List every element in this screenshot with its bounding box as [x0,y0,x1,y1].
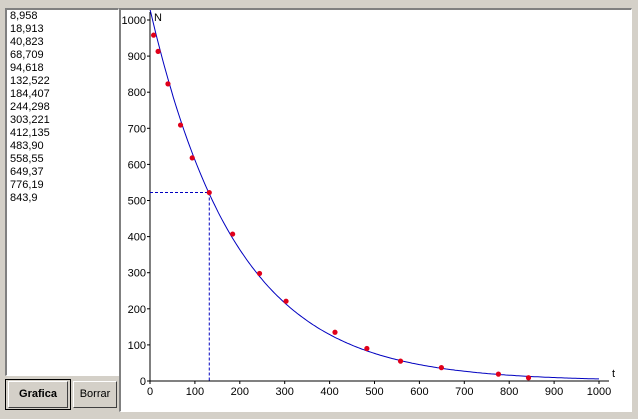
list-item[interactable]: 132,522 [10,75,50,87]
x-tick-label: 900 [545,386,563,398]
x-tick-label: 0 [147,386,153,398]
list-item[interactable]: 303,221 [10,114,50,126]
x-tick-label: 1000 [587,386,611,398]
y-tick-label: 200 [128,304,146,316]
x-tick-label: 400 [320,386,338,398]
data-point [165,81,171,87]
x-tick-label: 700 [455,386,473,398]
y-tick-label: 0 [140,376,146,388]
list-item[interactable]: 483,90 [10,140,44,152]
grafica-button[interactable]: Grafica [8,381,68,408]
data-point [438,365,445,371]
y-tick-label: 600 [128,159,146,171]
list-item[interactable]: 843,9 [10,192,38,204]
y-tick-label: 100 [128,340,146,352]
data-point [495,371,502,377]
default-button-focus-ring [5,379,71,410]
list-item[interactable]: 776,19 [10,179,44,191]
data-listbox[interactable]: 8,958 18,913 40,823 68,709 94,618 132,522 184,… [5,8,119,376]
data-point [189,155,195,161]
borrar-button[interactable]: Borrar [73,381,117,408]
y-tick-label: 400 [128,232,146,244]
x-tick-label: 600 [410,386,428,398]
y-tick-label: 900 [128,51,146,63]
list-item[interactable]: 8,958 [10,10,38,22]
list-item[interactable]: 18,913 [10,23,44,35]
list-item[interactable]: 184,407 [10,88,50,100]
data-point [206,189,212,196]
x-tick-label: 300 [276,386,294,398]
x-tick-label: 100 [186,386,204,398]
x-axis-label: t [612,368,615,380]
data-point [525,375,532,381]
data-point [150,32,157,38]
list-item[interactable]: 649,37 [10,166,44,178]
data-point [364,345,370,352]
data-point [177,122,184,128]
x-tick-label: 800 [500,386,518,398]
data-point [332,329,338,335]
list-item[interactable]: 244,298 [10,101,50,113]
data-point [155,48,161,55]
y-axis-label: N [154,12,162,24]
list-item[interactable]: 40,823 [10,36,44,48]
x-tick-label: 500 [365,386,383,398]
fit-curve [149,10,599,380]
list-item[interactable]: 68,709 [10,49,44,61]
data-point [256,270,263,277]
y-tick-label: 300 [128,268,146,280]
x-tick-label: 200 [231,386,249,398]
list-item[interactable]: 94,618 [10,62,44,74]
list-item[interactable]: 412,135 [10,127,50,139]
y-tick-label: 700 [128,123,146,135]
y-tick-label: 500 [128,196,146,208]
list-item[interactable]: 558,55 [10,153,44,165]
y-tick-label: 1000 [122,15,146,27]
y-tick-label: 800 [128,87,146,99]
decay-chart: Nt 0 100 200 300 400 500 600 700 800 900 1000 0 100 20… [122,10,615,398]
data-point [230,231,236,237]
data-point [397,358,404,364]
data-point [283,298,289,304]
